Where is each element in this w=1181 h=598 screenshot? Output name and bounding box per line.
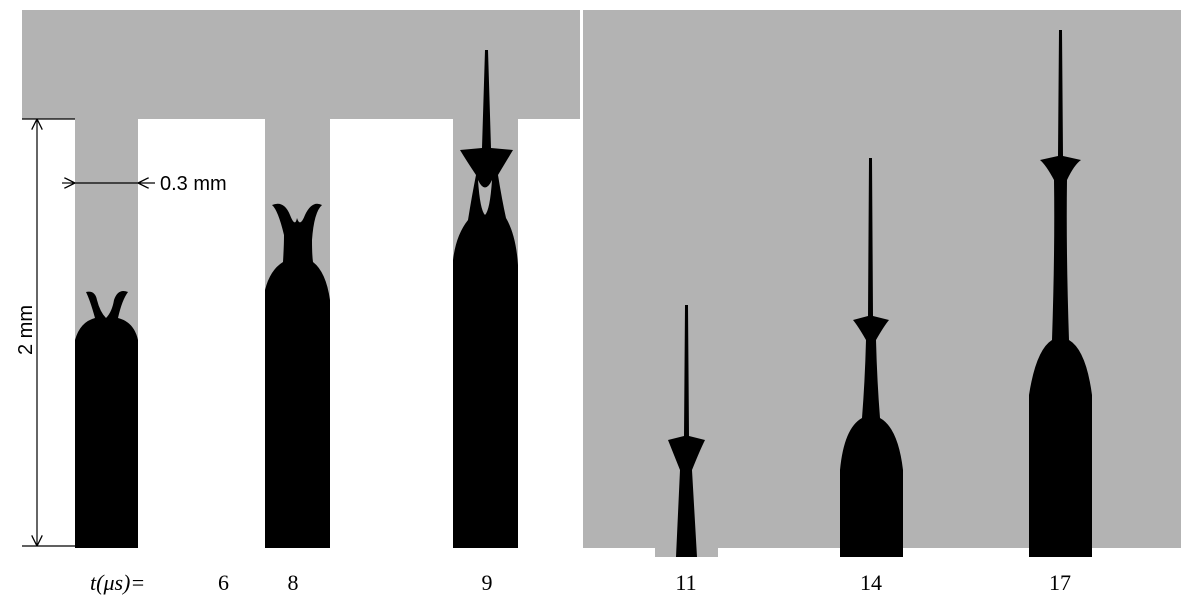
frame-label: 11 xyxy=(675,570,696,595)
width-label: 0.3 mm xyxy=(160,173,227,195)
frame-label: 6 xyxy=(218,570,229,595)
left-panel xyxy=(22,10,580,548)
frame-label: 17 xyxy=(1049,570,1071,595)
figure: 0.3 mm 2 mm t(μs)= 6 8 9 11 14 17 xyxy=(0,0,1181,598)
right-panel xyxy=(583,10,1181,557)
frame-label: 9 xyxy=(482,570,493,595)
frame-label: 14 xyxy=(860,570,882,595)
frame-label: 8 xyxy=(288,570,299,595)
height-label: 2 mm xyxy=(15,305,37,355)
time-label: t(μs)= xyxy=(90,570,145,595)
page: 0.3 mm 2 mm t(μs)= 6 8 9 11 14 17 (() =>… xyxy=(0,0,1181,598)
